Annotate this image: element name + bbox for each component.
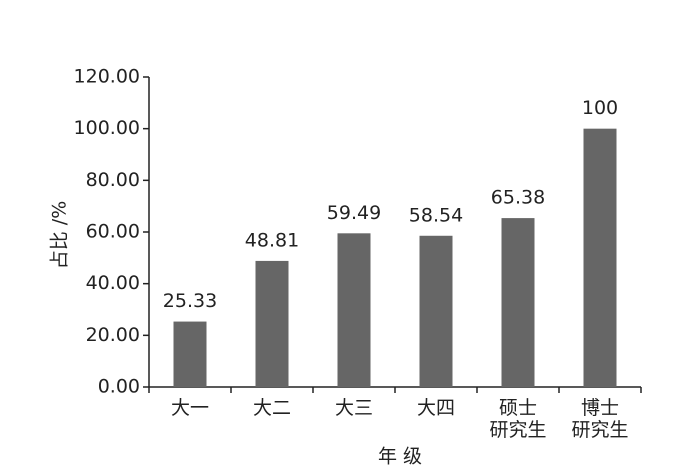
y-tick-label: 120.00 (74, 66, 140, 88)
y-tick-label: 100.00 (74, 117, 140, 139)
y-axis-label: 占比 /% (49, 201, 71, 270)
bar (583, 128, 617, 387)
y-tick-label: 80.00 (86, 169, 140, 191)
bar (419, 235, 453, 387)
value-label: 65.38 (491, 187, 545, 209)
bar (173, 321, 207, 387)
x-tick-label: 大三 (334, 397, 373, 419)
value-label: 100 (582, 97, 618, 119)
x-tick-label: 大一 (170, 397, 209, 419)
x-tick-label: 大二 (252, 397, 291, 419)
y-tick-label: 0.00 (98, 376, 140, 398)
value-label: 48.81 (245, 229, 299, 251)
y-tick-label: 60.00 (86, 221, 140, 243)
value-label: 59.49 (327, 202, 381, 224)
bar (337, 233, 371, 387)
value-label: 58.54 (409, 204, 463, 226)
bar (501, 218, 535, 387)
x-tick-label: 硕士 研究生 (489, 397, 547, 441)
y-tick-label: 20.00 (86, 324, 140, 346)
x-tick-label: 大四 (416, 397, 455, 419)
value-label: 25.33 (163, 290, 217, 312)
x-tick-label: 博士 研究生 (571, 397, 629, 441)
bar (255, 260, 289, 387)
y-tick-label: 40.00 (86, 272, 140, 294)
x-axis-label: 年 级 (378, 446, 422, 468)
